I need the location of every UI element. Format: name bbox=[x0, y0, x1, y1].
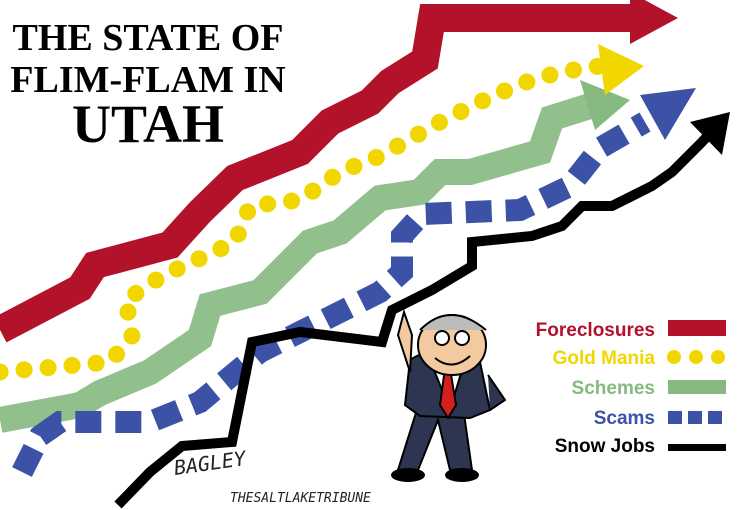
businessman bbox=[391, 308, 507, 482]
legend-label: Foreclosures bbox=[536, 320, 655, 341]
foreclosures-line bbox=[0, 3, 640, 343]
scams-arrowhead bbox=[640, 88, 696, 140]
schemes-arrowhead bbox=[580, 80, 630, 130]
newspaper-credit: THESALTLAKETRIBUNE bbox=[230, 491, 371, 506]
schemes-line bbox=[0, 93, 594, 433]
legend-label: Schemes bbox=[572, 378, 655, 399]
legend-swatch bbox=[668, 320, 726, 336]
legend-swatch bbox=[668, 380, 726, 394]
snow-jobs-arrowhead bbox=[690, 112, 730, 155]
legend-swatch bbox=[668, 444, 726, 451]
foreclosures-arrowhead bbox=[630, 0, 678, 44]
title-line: UTAH bbox=[72, 94, 224, 154]
gold-mania-arrowhead bbox=[598, 44, 644, 95]
legend-label: Scams bbox=[594, 408, 655, 429]
legend-swatch bbox=[668, 411, 682, 424]
legend-label: Gold Mania bbox=[553, 348, 656, 369]
title-line: THE STATE OF bbox=[13, 17, 284, 59]
gold-mania-line bbox=[0, 57, 609, 381]
legend-swatch bbox=[711, 350, 725, 364]
title-line: FLIM-FLAM IN bbox=[10, 59, 285, 101]
legend-swatch bbox=[708, 411, 722, 424]
legend-swatch bbox=[688, 411, 702, 424]
legend-swatch bbox=[689, 350, 703, 364]
legend: Foreclosures Gold Mania Schemes Scams Sn… bbox=[536, 320, 726, 457]
snow-jobs-line bbox=[114, 124, 719, 509]
legend-swatch bbox=[667, 350, 681, 364]
legend-label: Snow Jobs bbox=[555, 436, 655, 457]
scams-line bbox=[12, 112, 651, 477]
